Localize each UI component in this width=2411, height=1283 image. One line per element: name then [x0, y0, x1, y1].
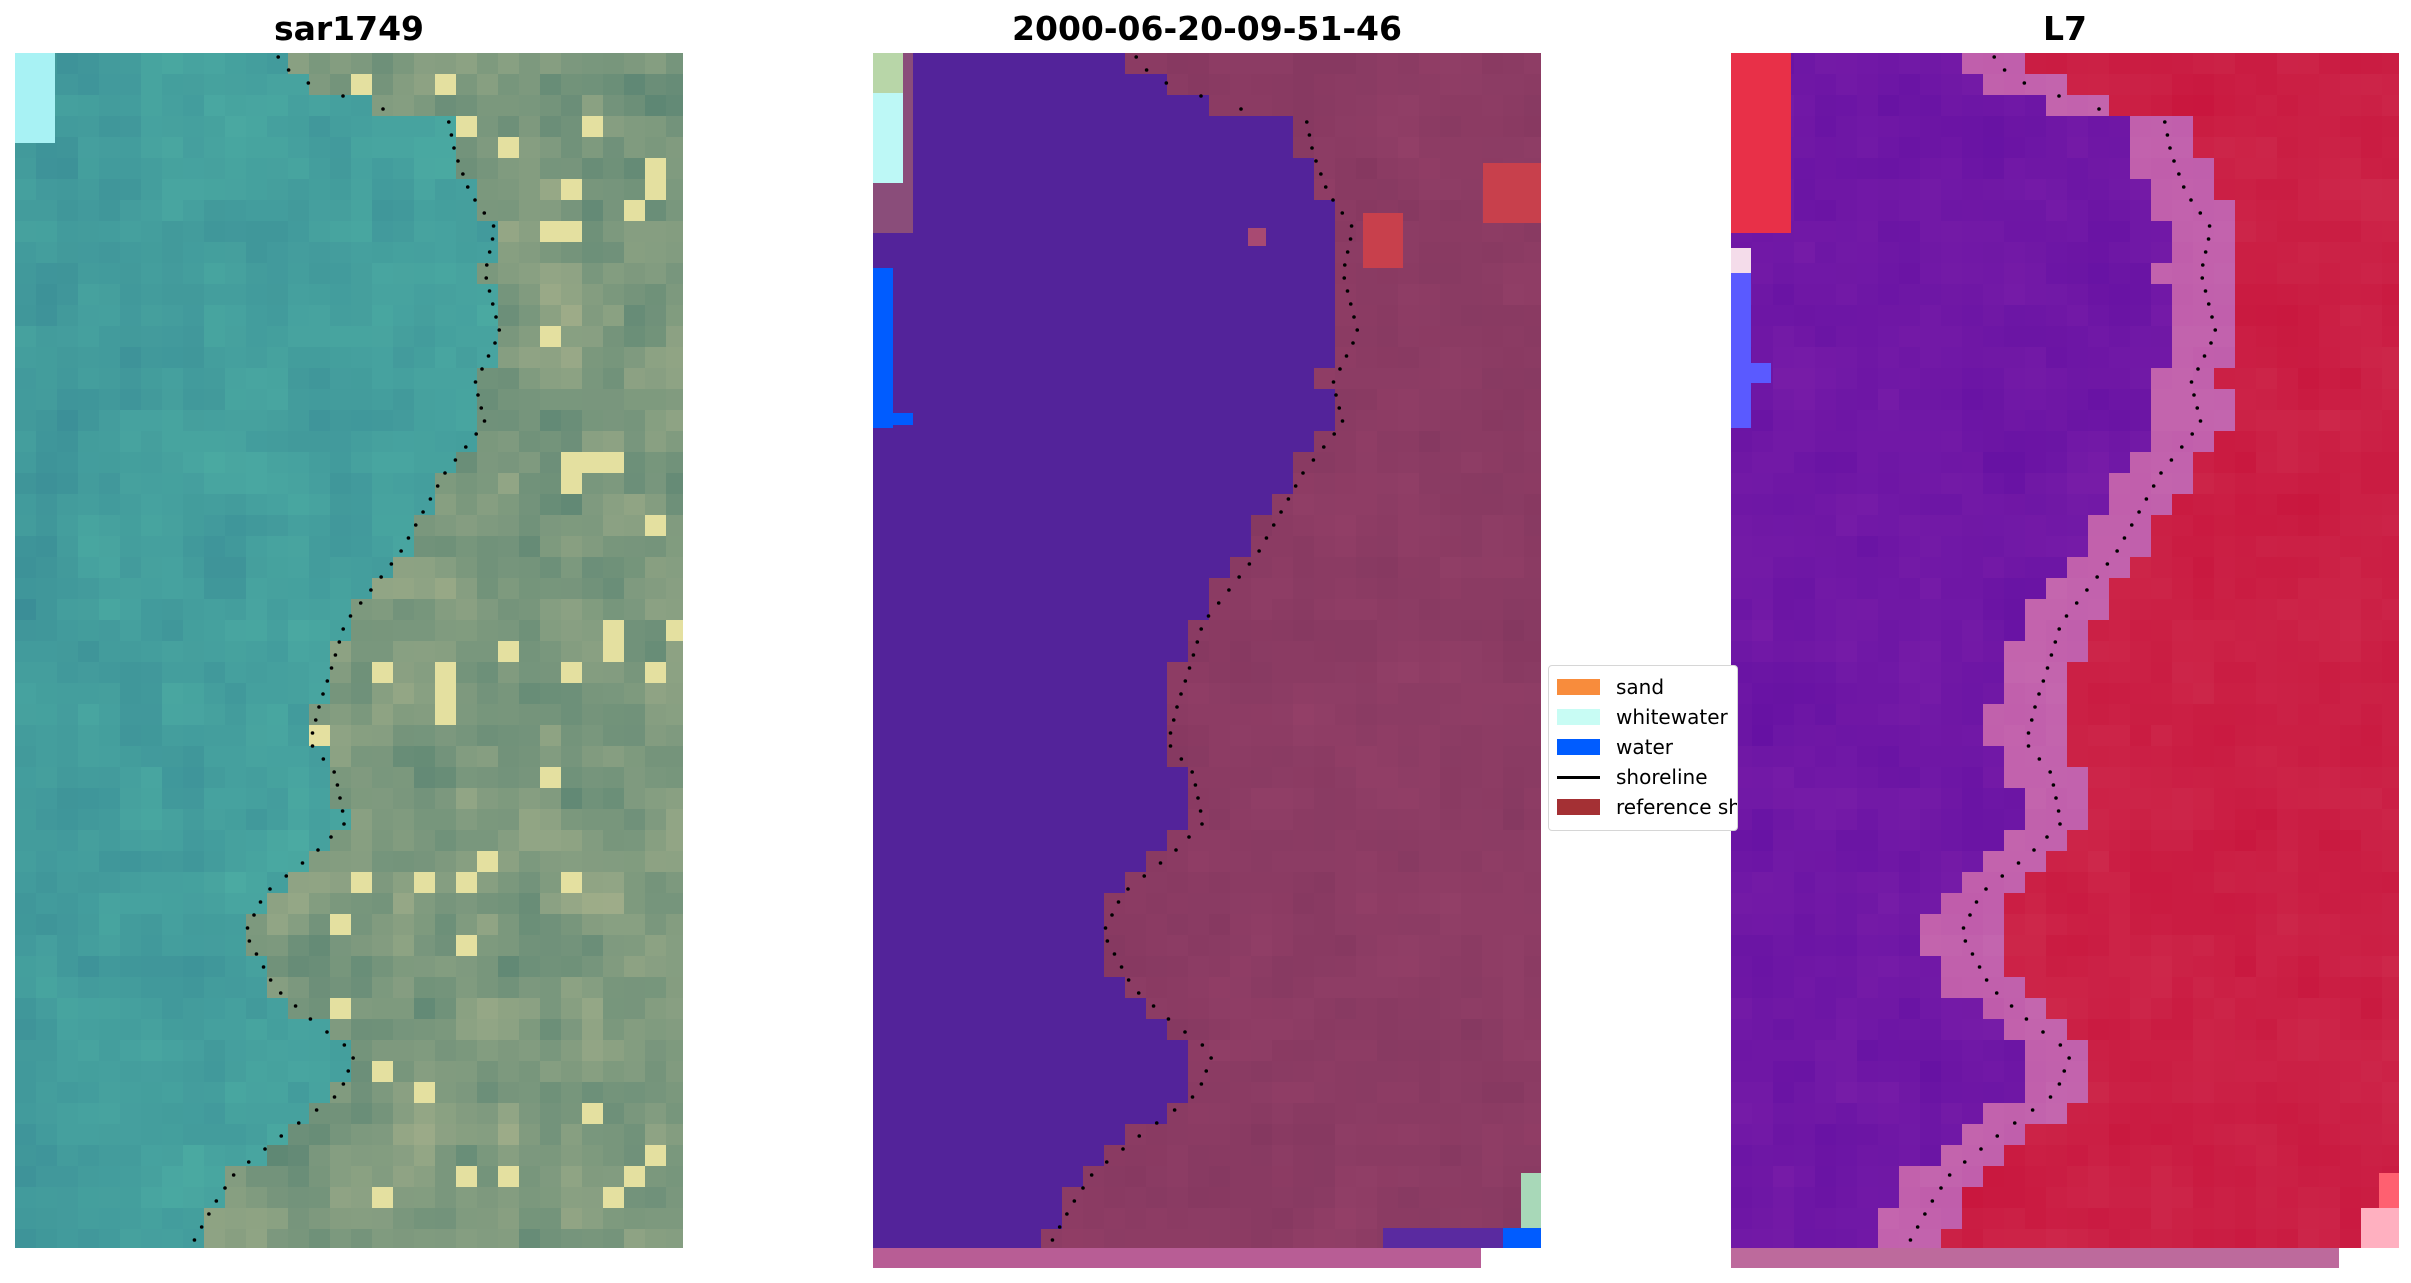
legend-label: sand [1616, 675, 1665, 699]
panel-title-classified: 2000-06-20-09-51-46 [1012, 9, 1402, 48]
reference-shoreline-swatch [1557, 799, 1600, 815]
legend-item-water: water [1557, 735, 1673, 759]
legend-label: shoreline [1616, 765, 1708, 789]
shoreline-dots [1908, 55, 2218, 1242]
legend: sand whitewater water shoreline referenc… [1548, 665, 1738, 831]
shoreline-line-swatch [1557, 775, 1600, 779]
index-image [1731, 53, 2399, 1248]
panel-title-rgb: sar1749 [273, 9, 425, 48]
legend-label: whitewater [1616, 705, 1728, 729]
water-swatch [1557, 739, 1600, 755]
rgb-image-panel [15, 53, 683, 1248]
classified-image-panel [873, 53, 1541, 1248]
legend-item-sand: sand [1557, 675, 1664, 699]
shoreline-dots [1050, 55, 1360, 1242]
index-image-panel [1731, 53, 2399, 1248]
index-bottom-strip [1731, 1248, 2339, 1268]
legend-item-shoreline: shoreline [1557, 765, 1708, 789]
legend-item-whitewater: whitewater [1557, 705, 1728, 729]
water-edge-patch [873, 268, 893, 428]
panel-title-index: L7 [2043, 9, 2087, 48]
water-edge-patch [1731, 273, 1751, 428]
legend-label: water [1616, 735, 1673, 759]
classified-image [873, 53, 1541, 1248]
legend-item-reference-shoreline: reference shoreline [1557, 795, 1737, 819]
sand-swatch [1557, 679, 1600, 695]
whitewater-patch [15, 53, 55, 143]
legend-label: reference shoreline [1616, 795, 1737, 819]
shoreline-dots [192, 55, 502, 1242]
classified-bottom-strip [873, 1248, 1481, 1268]
whitewater-swatch [1557, 709, 1600, 725]
rgb-image [15, 53, 683, 1248]
